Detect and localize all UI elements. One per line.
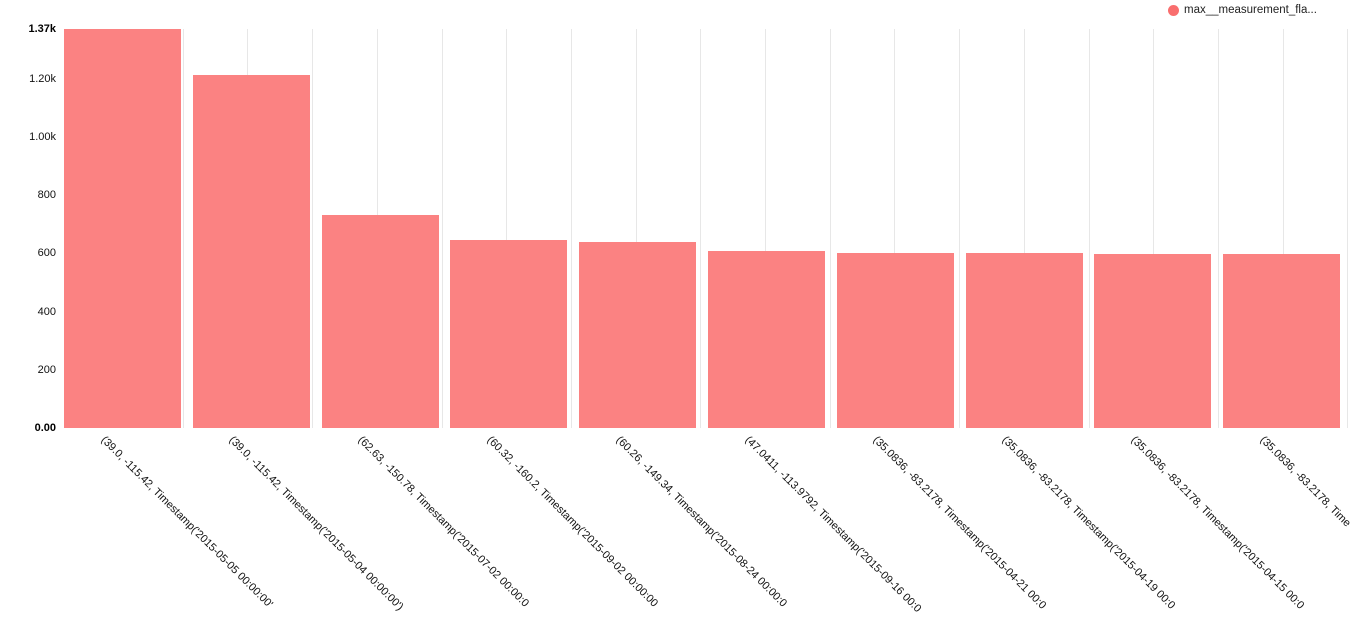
y-tick-label: 600 bbox=[37, 247, 56, 260]
gridline bbox=[1282, 29, 1284, 428]
bar[interactable] bbox=[64, 29, 181, 428]
y-tick-label: 1.00k bbox=[29, 130, 56, 143]
bar[interactable] bbox=[836, 252, 954, 428]
gridline bbox=[570, 29, 572, 428]
bar[interactable] bbox=[965, 253, 1083, 428]
gridline bbox=[829, 29, 831, 428]
gridline bbox=[1217, 29, 1219, 428]
y-tick-label: 400 bbox=[37, 305, 56, 318]
gridline bbox=[1153, 29, 1155, 428]
gridline bbox=[441, 29, 443, 428]
gridline bbox=[312, 29, 314, 428]
bar[interactable] bbox=[321, 215, 439, 428]
gridline bbox=[1023, 29, 1025, 428]
gridline bbox=[1347, 29, 1349, 428]
gridline bbox=[635, 29, 637, 428]
bar[interactable] bbox=[579, 242, 697, 428]
gridline bbox=[959, 29, 961, 428]
gridline bbox=[182, 29, 184, 428]
y-tick-label: 0.00 bbox=[34, 422, 56, 434]
gridline bbox=[894, 29, 896, 428]
x-tick-label: (35.0836, -83.2178, Time bbox=[1257, 434, 1353, 530]
y-tick-label: 200 bbox=[37, 363, 56, 376]
legend-label: max__measurement_fla... bbox=[1184, 4, 1317, 16]
bar[interactable] bbox=[450, 240, 568, 428]
bar[interactable] bbox=[1223, 253, 1341, 428]
legend-marker-icon bbox=[1168, 4, 1179, 16]
gridline bbox=[765, 29, 766, 428]
y-tick-label: 1.37k bbox=[28, 23, 56, 35]
bar[interactable] bbox=[1094, 253, 1212, 428]
bar[interactable] bbox=[708, 251, 825, 428]
y-tick-label: 800 bbox=[37, 189, 56, 201]
legend-item[interactable]: max__measurement_fla... bbox=[1168, 4, 1317, 16]
y-tick-label: 1.20k bbox=[29, 72, 56, 85]
gridline bbox=[506, 29, 508, 428]
bar[interactable] bbox=[192, 75, 310, 428]
gridline bbox=[1088, 29, 1090, 428]
gridline bbox=[700, 29, 702, 428]
